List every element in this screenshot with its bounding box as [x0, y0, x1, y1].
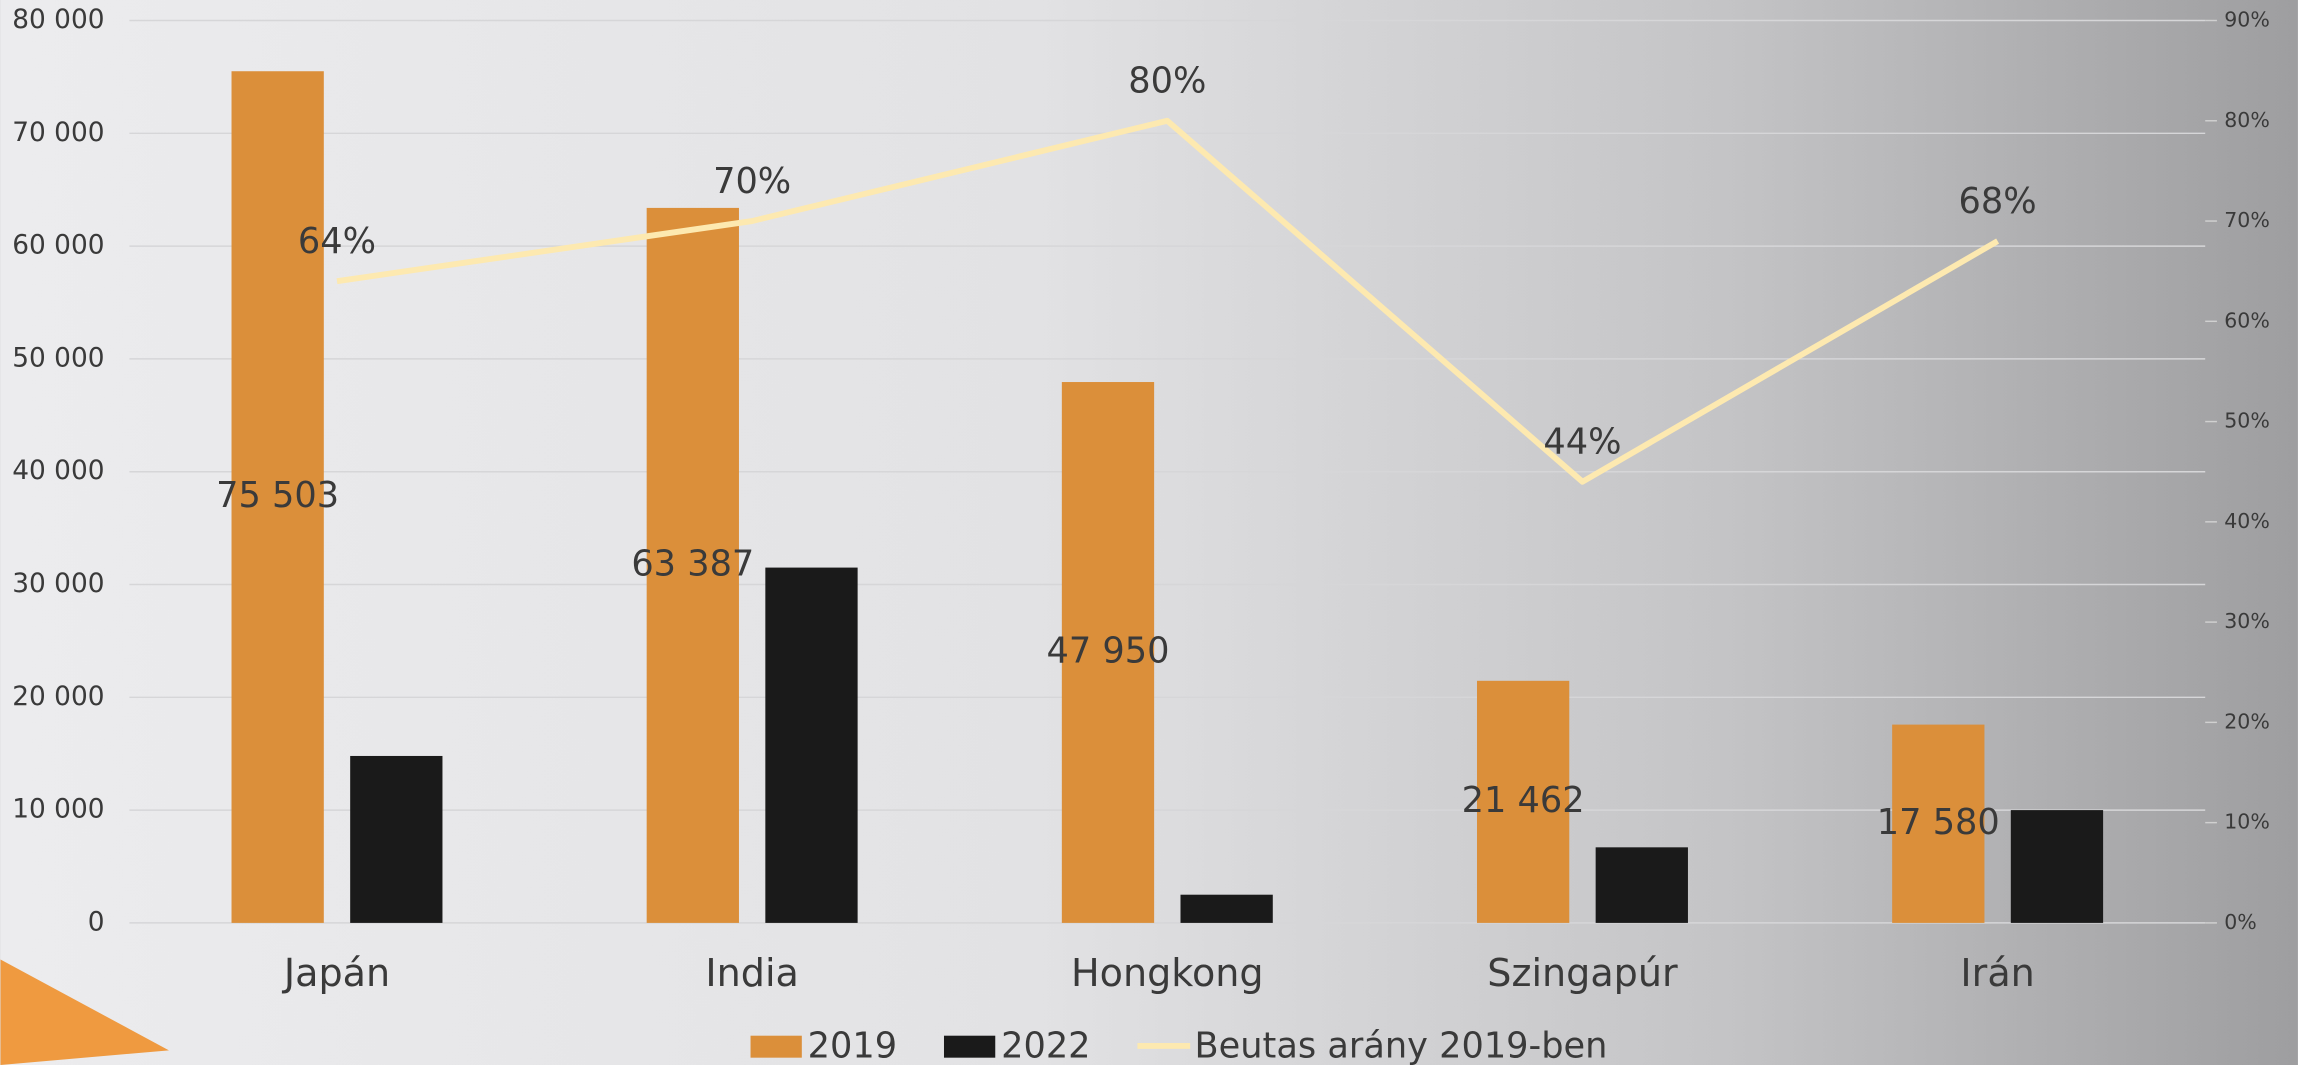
bar [231, 71, 324, 923]
bar [646, 207, 739, 923]
y2-tick-label: 0% [2224, 910, 2257, 934]
legend-label: 2019 [808, 1025, 897, 1065]
bar [1892, 724, 1985, 923]
line-label: 70% [713, 161, 791, 202]
bar [765, 567, 858, 923]
line-label: 68% [1959, 181, 2037, 222]
y-tick-label: 0 [88, 907, 105, 937]
bar [1476, 680, 1570, 923]
y2-tick-label: 20% [2224, 709, 2270, 733]
x-tick-label: India [705, 951, 798, 995]
bar [1061, 382, 1155, 923]
bar [350, 755, 443, 923]
data-label: 21 462 [1462, 780, 1585, 821]
bar [2010, 810, 2104, 923]
legend-label: 2022 [1001, 1025, 1090, 1065]
y-tick-label: 70 000 [12, 118, 104, 148]
y2-tick-label: 90% [2224, 8, 2270, 32]
y2-tick-label: 30% [2224, 609, 2270, 633]
y-tick-label: 50 000 [12, 343, 104, 373]
line-label: 44% [1543, 422, 1621, 463]
y-tick-label: 80 000 [12, 5, 104, 35]
data-label: 75 503 [216, 475, 339, 516]
legend-swatch [750, 1035, 802, 1058]
y-tick-label: 60 000 [12, 231, 104, 261]
y2-tick-label: 50% [2224, 409, 2270, 433]
data-label: 17 580 [1877, 802, 2000, 843]
x-tick-label: Hongkong [1071, 951, 1264, 995]
bar [1595, 847, 1688, 923]
bar [1180, 894, 1273, 923]
x-tick-label: Japán [282, 951, 390, 995]
line-label: 80% [1128, 61, 1206, 102]
y2-tick-label: 80% [2224, 108, 2270, 132]
line-label: 64% [298, 221, 376, 262]
y2-tick-label: 60% [2224, 308, 2270, 332]
y-tick-label: 40 000 [12, 456, 104, 486]
x-tick-label: Irán [1960, 951, 2034, 995]
decoration-triangle [0, 959, 169, 1065]
y-tick-label: 10 000 [12, 795, 104, 825]
y2-tick-label: 40% [2224, 509, 2270, 533]
y2-tick-label: 70% [2224, 208, 2270, 232]
line [336, 117, 2000, 485]
data-label: 47 950 [1046, 630, 1169, 671]
y-tick-label: 20 000 [12, 682, 104, 712]
x-tick-label: Szingapúr [1487, 951, 1678, 995]
legend-swatch [943, 1035, 996, 1058]
legend-label: Beutas arány 2019-ben [1195, 1025, 1608, 1065]
y2-tick-label: 10% [2224, 810, 2270, 834]
data-label: 63 387 [631, 543, 754, 584]
y-tick-label: 30 000 [12, 569, 104, 599]
